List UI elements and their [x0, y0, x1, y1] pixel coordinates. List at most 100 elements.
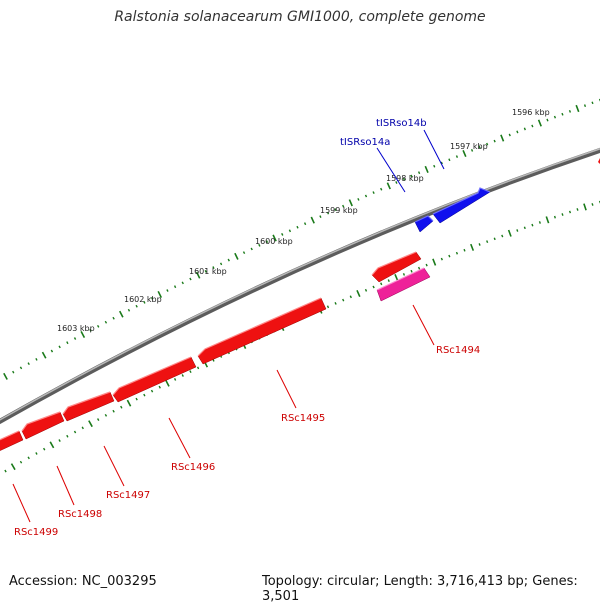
- minor-tick: [577, 208, 578, 210]
- major-tick: [89, 421, 92, 427]
- minor-tick: [289, 230, 290, 232]
- minor-tick: [592, 102, 593, 104]
- major-tick: [463, 150, 466, 156]
- inner-scale: [0, 201, 600, 481]
- minor-tick: [136, 398, 137, 400]
- minor-tick: [159, 386, 160, 388]
- minor-tick: [136, 305, 137, 307]
- major-tick: [235, 253, 238, 259]
- minor-tick: [244, 252, 245, 254]
- minor-tick: [175, 286, 176, 288]
- minor-tick: [44, 448, 45, 450]
- minor-tick: [509, 134, 510, 136]
- minor-tick: [358, 198, 359, 200]
- minor-tick: [366, 195, 367, 197]
- minor-tick: [5, 470, 6, 472]
- minor-tick: [144, 394, 145, 396]
- minor-tick: [434, 165, 435, 167]
- minor-tick: [524, 128, 525, 130]
- major-tick: [50, 442, 53, 448]
- minor-tick: [182, 282, 183, 284]
- minor-tick: [350, 296, 351, 298]
- minor-tick: [404, 273, 405, 275]
- scale-label: 1597 kbp: [450, 142, 488, 151]
- scale-label: 1602 kbp: [124, 295, 162, 304]
- minor-tick: [305, 223, 306, 225]
- major-tick: [509, 230, 511, 237]
- major-tick: [471, 244, 474, 251]
- gene-label-rsc1499: RSc1499: [14, 527, 58, 538]
- minor-tick: [494, 238, 495, 240]
- accession-text: Accession: NC_003295: [9, 574, 157, 589]
- minor-tick: [51, 350, 52, 352]
- scale-label: 1596 kbp: [512, 108, 550, 117]
- minor-tick: [381, 188, 382, 190]
- scale-label: 1601 kbp: [189, 267, 227, 276]
- minor-tick: [441, 258, 442, 260]
- minor-tick: [562, 213, 563, 215]
- minor-tick: [449, 159, 450, 161]
- minor-tick: [388, 280, 389, 282]
- minor-tick: [373, 286, 374, 288]
- minor-tick: [113, 410, 114, 412]
- feature-rsc1499[interactable]: [0, 431, 23, 453]
- minor-tick: [562, 113, 563, 115]
- major-tick: [395, 274, 398, 280]
- minor-tick: [121, 406, 122, 408]
- minor-tick: [105, 321, 106, 323]
- minor-tick: [105, 414, 106, 416]
- minor-tick: [320, 216, 321, 218]
- minor-tick: [282, 233, 283, 235]
- major-tick: [166, 380, 169, 386]
- major-tick: [43, 352, 46, 358]
- major-tick: [501, 135, 504, 142]
- gene-label-rsc1495: RSc1495: [281, 413, 325, 424]
- minor-tick: [540, 221, 541, 223]
- scale-label: 1600 kbp: [255, 237, 293, 246]
- minor-tick: [20, 367, 21, 369]
- minor-tick: [75, 338, 76, 340]
- minor-tick: [190, 278, 191, 280]
- minor-tick: [221, 263, 222, 265]
- major-tick: [584, 204, 586, 211]
- major-tick: [425, 166, 428, 173]
- minor-tick: [592, 203, 593, 205]
- minor-tick: [328, 306, 329, 308]
- minor-tick: [75, 431, 76, 433]
- scale-label: 1603 kbp: [57, 324, 95, 333]
- feature-rsc1497[interactable]: [63, 392, 114, 421]
- genome-backbone-highlight: [0, 146, 600, 426]
- minor-tick: [502, 235, 503, 237]
- feature-rsc1498[interactable]: [22, 412, 64, 439]
- minor-tick: [152, 390, 153, 392]
- minor-tick: [20, 461, 21, 463]
- minor-tick: [426, 264, 427, 266]
- major-tick: [433, 259, 436, 266]
- minor-tick: [494, 140, 495, 142]
- major-tick: [127, 400, 130, 406]
- minor-tick: [28, 457, 29, 459]
- minor-tick: [457, 156, 458, 158]
- major-tick: [546, 217, 548, 224]
- major-tick: [4, 373, 7, 379]
- minor-tick: [36, 358, 37, 360]
- minor-tick: [59, 440, 60, 442]
- minor-tick: [373, 192, 374, 194]
- minor-tick: [517, 131, 518, 133]
- major-tick: [387, 183, 390, 189]
- minor-tick: [524, 227, 525, 229]
- scale-label: 1599 kbp: [320, 206, 358, 215]
- minor-tick: [175, 378, 176, 380]
- minor-tick: [36, 452, 37, 454]
- minor-tick: [381, 283, 382, 285]
- minor-tick: [570, 211, 571, 213]
- minor-tick: [190, 371, 191, 373]
- major-tick: [357, 290, 360, 296]
- feature-rsc1496[interactable]: [113, 357, 196, 402]
- minor-tick: [82, 427, 83, 429]
- minor-tick: [182, 374, 183, 376]
- minor-tick: [59, 346, 60, 348]
- genome-backbone: [0, 147, 600, 427]
- feature-tisrso14b[interactable]: [433, 188, 490, 223]
